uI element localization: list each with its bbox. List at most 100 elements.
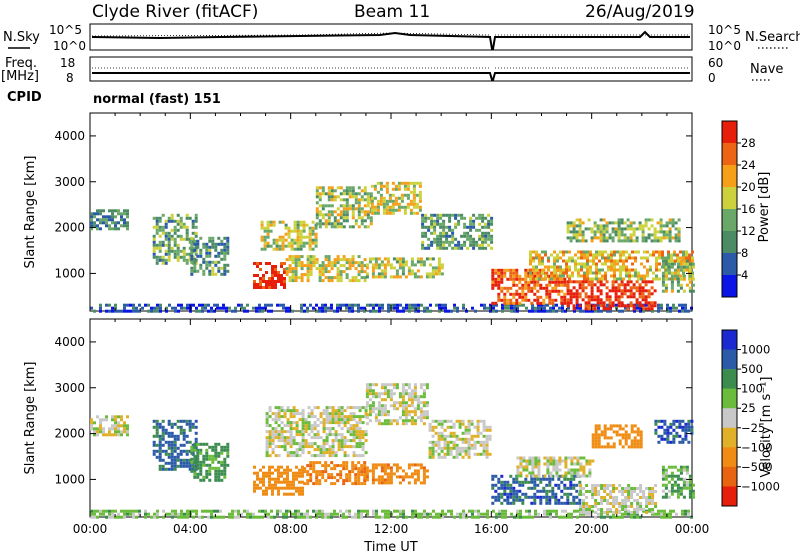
echo-cell — [399, 309, 402, 313]
echo-cell — [503, 268, 507, 272]
echo-cell — [398, 404, 402, 408]
echo-cell — [620, 280, 624, 284]
echo-cell — [286, 474, 289, 478]
echo-cell — [670, 262, 674, 266]
echo-cell — [622, 250, 625, 254]
echo-cell — [509, 292, 513, 296]
echo-cell — [293, 226, 297, 230]
echo-cell — [613, 253, 616, 257]
echo-cell — [537, 459, 541, 463]
echo-cell — [416, 463, 420, 467]
echo-cell — [531, 306, 534, 310]
echo-cell — [431, 434, 435, 438]
echo-cell — [552, 468, 556, 472]
echo-cell — [287, 235, 291, 239]
echo-cell — [345, 207, 349, 211]
echo-cell — [301, 427, 305, 431]
echo-cell — [99, 309, 102, 313]
echo-cell — [568, 277, 571, 281]
echo-cell — [318, 267, 322, 271]
echo-cell — [123, 212, 126, 216]
echo-cell — [649, 268, 652, 272]
echo-cell — [301, 424, 305, 428]
echo-cell — [569, 224, 573, 228]
echo-cell — [688, 259, 691, 263]
echo-cell — [354, 482, 358, 486]
echo-cell — [280, 486, 283, 490]
echo-cell — [408, 306, 411, 310]
echo-cell — [307, 433, 311, 437]
echo-cell — [688, 262, 692, 266]
echo-cell — [497, 477, 501, 481]
echo-cell — [614, 292, 618, 296]
echo-cell — [548, 480, 552, 484]
echo-cell — [214, 466, 218, 470]
echo-cell — [412, 199, 416, 203]
echo-cell — [156, 509, 159, 513]
echo-cell — [673, 277, 676, 281]
echo-cell — [411, 306, 414, 310]
echo-cell — [419, 481, 423, 485]
echo-cell — [345, 192, 349, 196]
echo-cell — [259, 286, 262, 289]
echo-cell — [158, 440, 162, 444]
echo-cell — [477, 512, 480, 516]
echo-cell — [368, 257, 372, 261]
echo-cell — [306, 264, 310, 268]
echo-cell — [454, 213, 458, 217]
echo-cell — [579, 306, 582, 310]
echo-cell — [591, 445, 595, 449]
echo-cell — [599, 280, 603, 284]
echo-cell — [605, 221, 609, 225]
echo-cell — [566, 495, 570, 499]
echo-cell — [580, 262, 583, 266]
echo-cell — [269, 244, 273, 248]
echo-cell — [682, 274, 686, 278]
echo-cell — [330, 210, 334, 214]
echo-cell — [280, 465, 283, 469]
echo-cell — [594, 433, 598, 437]
echo-cell — [277, 445, 281, 449]
echo-cell — [590, 289, 594, 293]
echo-cell — [318, 213, 322, 217]
freq-trace — [92, 72, 690, 81]
echo-cell — [598, 253, 601, 257]
echo-cell — [191, 467, 195, 471]
echo-cell — [591, 436, 595, 440]
echo-cell — [211, 460, 215, 464]
echo-cell — [620, 295, 624, 299]
echo-cell — [371, 475, 375, 479]
echo-cell — [185, 261, 189, 265]
echo-cell — [634, 256, 637, 260]
echo-cell — [599, 218, 603, 222]
echo-cell — [478, 243, 482, 247]
echo-cell — [623, 236, 627, 240]
echo-cell — [150, 309, 153, 313]
echo-cell — [469, 219, 473, 223]
echo-cell — [419, 263, 423, 267]
echo-cell — [554, 280, 558, 284]
echo-cell — [167, 237, 171, 241]
echo-cell — [370, 205, 374, 209]
echo-cell — [361, 436, 365, 440]
echo-cell — [580, 268, 583, 272]
echo-cell — [578, 498, 582, 502]
echo-cell — [252, 515, 255, 519]
echo-cell — [383, 410, 387, 414]
echo-cell — [379, 184, 383, 188]
echo-cell — [345, 276, 349, 280]
echo-cell — [211, 239, 215, 243]
echo-cell — [655, 277, 658, 281]
echo-cell — [220, 463, 224, 467]
echo-cell — [444, 306, 447, 310]
echo-cell — [527, 268, 531, 272]
echo-cell — [405, 303, 408, 307]
echo-cell — [313, 421, 317, 425]
echo-cell — [378, 306, 381, 310]
echo-cell — [391, 208, 395, 212]
echo-cell — [324, 303, 327, 307]
echo-cell — [554, 501, 558, 505]
echo-cell — [99, 306, 102, 310]
echo-cell — [573, 309, 576, 313]
echo-cell — [583, 274, 586, 278]
